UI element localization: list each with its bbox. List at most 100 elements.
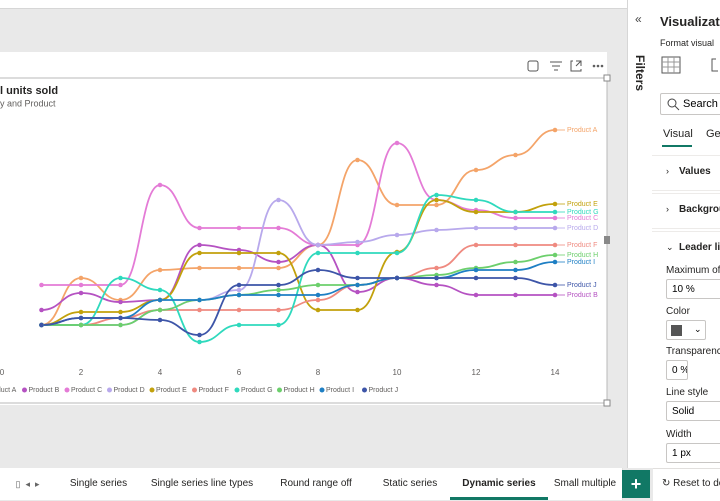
data-point: [513, 259, 518, 265]
data-point: [355, 157, 360, 163]
resize-handle[interactable]: [603, 399, 611, 407]
collapse-icon[interactable]: «: [635, 12, 642, 26]
pane-tab[interactable]: Visual: [663, 128, 693, 140]
data-point: [157, 182, 163, 188]
data-point: [197, 307, 202, 313]
report-canvas: l units sold y and Product 0 2 4 6 8 10 12 14 Pr…: [0, 52, 611, 407]
section-title[interactable]: Leader lin: [679, 242, 720, 253]
data-point: [473, 275, 479, 281]
legend-marker: [149, 387, 155, 393]
data-point: [513, 242, 518, 248]
section-chevron: ⌄: [666, 242, 674, 252]
page-tab[interactable]: Single series: [55, 468, 143, 500]
search-box[interactable]: Search: [660, 93, 720, 115]
data-point: [236, 287, 242, 293]
data-point: [197, 265, 202, 271]
data-point: [315, 292, 321, 298]
filters-label[interactable]: Filters: [633, 55, 647, 92]
x-tick-label: 6: [237, 368, 242, 377]
data-point: [434, 202, 439, 208]
data-point: [513, 209, 518, 215]
data-point: [197, 339, 202, 345]
x-tick-label: 8: [316, 368, 321, 377]
page-nav[interactable]: ▯ ◂ ▸: [0, 468, 56, 500]
data-point: [394, 275, 400, 281]
pane-section[interactable]: [652, 193, 720, 229]
data-point: [39, 322, 44, 328]
x-tick-label: 10: [393, 368, 402, 377]
legend-label: Product H: [284, 387, 315, 394]
data-point: [394, 202, 400, 208]
data-point: [39, 282, 44, 288]
data-point: [394, 232, 400, 238]
resize-handle[interactable]: [603, 74, 611, 82]
end-label: Product E: [567, 201, 598, 208]
data-point: [236, 292, 242, 298]
data-point: [473, 197, 479, 203]
pane-title: Visualizati: [660, 14, 720, 29]
data-point: [315, 297, 321, 303]
data-point: [552, 259, 558, 265]
add-page-button[interactable]: +: [622, 470, 650, 498]
field-label: Line style: [666, 387, 709, 398]
color-picker[interactable]: ⌄: [666, 320, 706, 340]
series-line: [41, 142, 555, 286]
section-title[interactable]: Values: [679, 166, 711, 177]
page-tab[interactable]: Round range off: [262, 468, 371, 500]
legend-label: Product I: [326, 387, 354, 394]
data-point: [276, 282, 281, 288]
data-point: [355, 289, 360, 295]
page-tab[interactable]: Static series: [370, 468, 451, 500]
data-point: [118, 299, 123, 305]
field-label: Width: [666, 429, 692, 440]
data-point: [236, 307, 242, 313]
data-point: [394, 250, 400, 256]
search-text: Search: [683, 98, 718, 110]
data-point: [513, 275, 518, 281]
field-input[interactable]: Solid: [666, 401, 720, 421]
data-point: [552, 252, 558, 258]
data-point: [276, 307, 281, 313]
pane-footer: [653, 468, 720, 501]
data-point: [473, 267, 479, 273]
pane-tab-underline: [662, 145, 692, 147]
legend-label: Product B: [29, 387, 60, 394]
data-point: [552, 209, 558, 215]
top-bar: [0, 0, 627, 9]
series-line: [41, 199, 556, 326]
data-point: [434, 227, 439, 233]
field-label: Color: [666, 306, 690, 317]
x-tick-label: 12: [472, 368, 481, 377]
visual-header-icons[interactable]: [527, 60, 604, 72]
page-tab[interactable]: Dynamic series: [450, 468, 549, 500]
field-label: Transparency: [666, 346, 720, 357]
field-input[interactable]: 10 %: [666, 279, 720, 299]
pane-section[interactable]: [652, 155, 720, 191]
data-point: [118, 315, 123, 321]
field-input[interactable]: 0 %: [666, 360, 688, 380]
resize-handle[interactable]: [604, 236, 610, 244]
legend-label: Product G: [241, 387, 273, 394]
format-icons[interactable]: [660, 55, 720, 77]
field-input[interactable]: 1 px: [666, 443, 720, 463]
page-tab[interactable]: Single series line types: [142, 468, 263, 500]
data-point: [157, 287, 163, 293]
end-label: Product D: [567, 225, 598, 232]
pane-subtitle: Format visual: [660, 38, 715, 48]
field-label: Maximum of: [666, 265, 720, 276]
reset-button[interactable]: ↻ Reset to de: [662, 478, 720, 489]
data-point: [473, 225, 479, 231]
data-point: [78, 315, 84, 321]
end-label: Product H: [567, 252, 598, 259]
page-tab[interactable]: Small multiple: [548, 468, 623, 500]
data-point: [236, 250, 242, 256]
data-point: [276, 225, 281, 231]
pane-section[interactable]: [652, 231, 720, 266]
pane-tab[interactable]: Ge: [706, 128, 720, 140]
data-point: [473, 167, 479, 173]
end-label: Product J: [567, 282, 597, 289]
data-point: [434, 197, 439, 203]
section-title[interactable]: Backgrou: [679, 204, 720, 215]
data-point: [197, 225, 202, 231]
data-point: [473, 242, 479, 248]
